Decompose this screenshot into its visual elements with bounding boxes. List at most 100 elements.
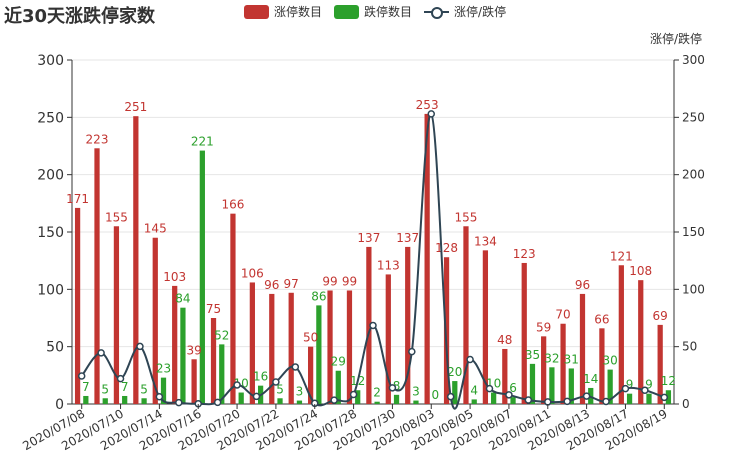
legend-item-limit-down[interactable]: 跌停数目	[334, 3, 412, 20]
data-label-limit-down: 5	[276, 382, 284, 396]
bar-limit-up	[618, 265, 624, 404]
bar-limit-down	[160, 377, 167, 404]
data-label-limit-down: 8	[393, 379, 401, 393]
legend-item-ratio[interactable]: 涨停/跌停	[424, 3, 506, 20]
data-label-limit-up: 137	[396, 231, 419, 245]
data-label-limit-down: 32	[544, 351, 559, 365]
y-tick-label-right: 100	[682, 282, 705, 296]
legend: 涨停数目 跌停数目 涨停/跌停	[244, 3, 506, 20]
legend-label-limit-down: 跌停数目	[364, 5, 413, 19]
ratio-point	[582, 392, 591, 400]
bar-limit-down	[529, 363, 536, 404]
ratio-point	[466, 355, 474, 364]
ratio-point	[660, 393, 669, 402]
data-label-limit-up: 66	[594, 312, 609, 326]
bar-limit-up	[172, 285, 178, 404]
legend-swatch-ratio	[424, 5, 450, 19]
bar-limit-down	[199, 150, 205, 404]
bar-limit-up	[327, 290, 333, 404]
data-label-limit-down: 221	[191, 135, 214, 149]
bar-limit-up	[424, 113, 430, 404]
data-label-limit-down: 2	[373, 386, 381, 400]
bar-limit-down	[607, 369, 613, 404]
data-label-limit-up: 166	[221, 198, 244, 212]
data-label-limit-down: 9	[626, 378, 634, 392]
ratio-point	[175, 398, 183, 407]
bar-limit-up	[152, 237, 158, 404]
bar-limit-up	[249, 282, 255, 404]
ratio-point	[155, 393, 164, 401]
y-tick-label-right: 50	[682, 340, 697, 354]
data-label-limit-up: 123	[513, 247, 536, 261]
data-label-limit-down: 5	[140, 382, 148, 396]
bar-limit-up	[502, 348, 508, 404]
legend-swatch-limit-up	[244, 4, 269, 19]
data-label-limit-up: 106	[241, 266, 264, 280]
bar-limit-up	[638, 280, 644, 404]
data-label-limit-up: 96	[575, 278, 590, 292]
data-label-limit-up: 145	[144, 222, 167, 236]
ratio-point	[136, 342, 144, 351]
bar-limit-up	[579, 293, 586, 404]
bar-limit-up	[366, 246, 372, 404]
data-label-limit-down: 16	[253, 370, 268, 384]
data-label-limit-down: 30	[603, 354, 618, 368]
ratio-point	[563, 397, 571, 406]
legend-item-limit-up[interactable]: 涨停数目	[244, 3, 322, 20]
bar-limit-up	[599, 328, 605, 404]
data-label-limit-up: 50	[303, 331, 318, 345]
data-label-limit-down: 7	[121, 380, 129, 394]
bar-limit-down	[665, 390, 672, 404]
bar-limit-down	[452, 381, 458, 404]
data-label-limit-up: 155	[105, 210, 128, 224]
bar-limit-up	[482, 250, 489, 404]
bar-limit-down	[626, 393, 633, 404]
data-label-limit-up: 108	[629, 264, 652, 278]
bar-limit-up	[133, 116, 139, 404]
data-label-limit-up: 75	[206, 302, 221, 316]
y-tick-label-right: 0	[682, 397, 690, 411]
bar-limit-down	[83, 395, 89, 404]
data-label-limit-down: 3	[296, 385, 304, 399]
bar-limit-up	[463, 226, 469, 404]
bar-limit-down	[102, 398, 108, 404]
data-label-limit-up: 134	[474, 234, 497, 248]
y-tick-label-left: 200	[37, 168, 64, 184]
bar-limit-down	[374, 401, 380, 404]
legend-label-ratio: 涨停/跌停	[454, 5, 507, 19]
bar-limit-up	[230, 213, 236, 404]
ratio-point	[621, 384, 630, 393]
ratio-point	[641, 386, 649, 394]
ratio-point	[388, 384, 397, 392]
data-label-limit-up: 99	[322, 274, 337, 288]
bar-limit-down	[471, 399, 477, 404]
bar-limit-up	[74, 207, 81, 404]
bar-limit-down	[141, 398, 147, 404]
bar-limit-down	[510, 397, 516, 404]
data-label-limit-down: 3	[412, 385, 420, 399]
bar-limit-up	[346, 290, 353, 404]
legend-swatch-limit-down	[334, 4, 360, 19]
data-label-limit-up: 99	[342, 274, 357, 288]
ratio-point	[77, 372, 86, 380]
ratio-point	[408, 347, 416, 356]
bar-limit-down	[180, 307, 186, 404]
data-label-limit-down: 23	[156, 362, 171, 376]
y-tick-label-left: 50	[46, 340, 64, 356]
ratio-point	[252, 392, 261, 401]
ratio-point	[369, 321, 377, 330]
data-label-limit-down: 4	[470, 383, 478, 397]
bar-limit-up	[94, 148, 100, 404]
bar-limit-up	[191, 359, 197, 404]
data-label-limit-down: 6	[509, 381, 517, 395]
ratio-point	[233, 381, 241, 389]
y-tick-label-left: 250	[37, 110, 64, 126]
bar-limit-up	[521, 262, 527, 404]
bar-limit-down	[219, 344, 225, 404]
ratio-point	[213, 398, 222, 407]
data-label-limit-up: 113	[377, 258, 400, 272]
data-label-limit-down: 5	[101, 382, 109, 396]
y-tick-label-right: 150	[682, 225, 705, 239]
bar-limit-down	[355, 390, 361, 404]
